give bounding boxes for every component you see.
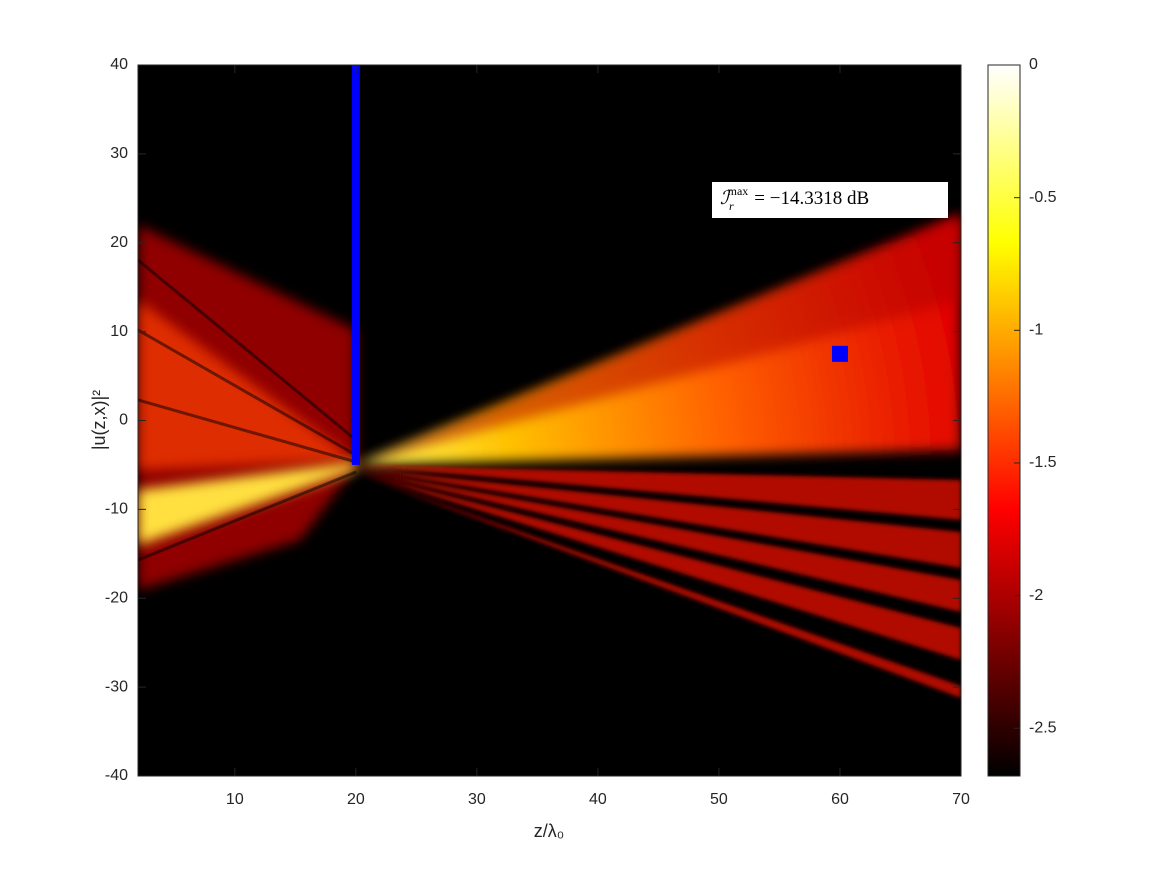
y-tick-label: -30 — [105, 678, 128, 695]
y-tick-label: 0 — [119, 412, 128, 429]
colorbar-tick-label: -2.5 — [1029, 719, 1057, 736]
y-tick-label: 40 — [110, 56, 128, 73]
annotation: ℐrmax = −14.3318 dB — [720, 184, 869, 213]
colorbar-tick-label: 0 — [1029, 56, 1038, 73]
colorbar-tick-label: -1.5 — [1029, 454, 1057, 471]
y-tick-label: 10 — [110, 323, 128, 340]
annotation-text: = −14.3318 dB — [754, 188, 869, 209]
annotation-sup: max — [728, 184, 749, 198]
colorbar-box — [987, 64, 1021, 777]
x-tick-label: 10 — [226, 791, 244, 808]
axes: 10 20 30 40 50 60 70-40-30-20-10010203040-2.5-… — [105, 56, 1057, 808]
y-tick-label: -20 — [105, 589, 128, 606]
point-marker — [831, 345, 848, 362]
heatmap — [138, 65, 961, 776]
annotation-box — [712, 182, 948, 218]
x-tick-label: 50 — [710, 791, 728, 808]
x-tick-label: 60 — [831, 791, 849, 808]
x-tick-label: 70 — [952, 791, 970, 808]
y-tick-label: -10 — [105, 501, 128, 518]
x-tick-label: 30 — [468, 791, 486, 808]
x-tick-label: 40 — [589, 791, 607, 808]
colorbar — [988, 65, 1020, 776]
x-tick-label: 20 — [347, 791, 365, 808]
colorbar-tick-label: -1 — [1029, 322, 1043, 339]
y-tick-label: 30 — [110, 145, 128, 162]
y-tick-label: -40 — [105, 767, 128, 784]
annotation-sub: r — [729, 199, 734, 213]
colorbar-tick-label: -2 — [1029, 587, 1043, 604]
y-axis-label: |u(z,x)|² — [89, 390, 109, 450]
colorbar-tick-label: -0.5 — [1029, 189, 1057, 206]
wall — [351, 65, 360, 465]
x-axis-label: z/λ₀ — [534, 821, 564, 841]
y-tick-label: 20 — [110, 234, 128, 251]
